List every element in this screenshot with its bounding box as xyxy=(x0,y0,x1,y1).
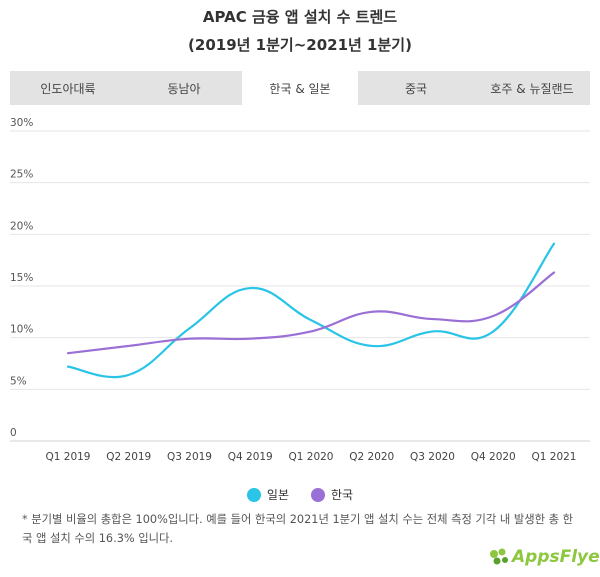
x-tick-label: Q4 2019 xyxy=(228,451,273,463)
y-tick-label: 0 xyxy=(10,427,17,439)
legend-label-japan: 일본 xyxy=(266,488,289,502)
x-tick-label: Q3 2019 xyxy=(167,451,212,463)
appsflyer-logo: AppsFlyer xyxy=(488,546,600,568)
x-tick-label: Q1 2020 xyxy=(288,451,333,463)
chart-subtitle: (2019년 1분기~2021년 1분기) xyxy=(188,36,412,54)
x-tick-label: Q1 2021 xyxy=(531,451,576,463)
y-tick-label: 25% xyxy=(10,169,33,181)
legend-item-japan[interactable]: 일본 xyxy=(246,486,289,503)
y-tick-label: 20% xyxy=(10,220,33,232)
appsflyer-logo-icon xyxy=(490,548,508,565)
y-tick-label: 5% xyxy=(10,375,27,387)
x-tick-label: Q4 2020 xyxy=(471,451,516,463)
footnote: * 분기별 비율의 총합은 100%입니다. 예를 들어 한국의 2021년 1… xyxy=(22,513,574,545)
chart-legend: 일본 한국 xyxy=(0,486,600,503)
legend-swatch-korea xyxy=(311,487,325,502)
legend-item-korea[interactable]: 한국 xyxy=(311,486,353,503)
appsflyer-logo-text: AppsFlyer xyxy=(512,547,600,567)
x-tick-label: Q1 2019 xyxy=(45,451,90,463)
x-tick-label: Q2 2020 xyxy=(349,451,394,463)
y-tick-label: 30% xyxy=(10,117,33,129)
tab-southeast-asia[interactable]: 동남아 xyxy=(167,81,201,96)
series-line-japan xyxy=(66,242,556,379)
tab-india-subcontinent[interactable]: 인도아대륙 xyxy=(40,81,96,96)
legend-label-korea: 한국 xyxy=(331,488,354,502)
series-line-korea xyxy=(66,271,556,355)
chart-title: APAC 금융 앱 설치 수 트렌드 xyxy=(202,8,398,26)
region-tabs: 인도아대륙 동남아 한국 & 일본 중국 호주 & 뉴질랜드 xyxy=(10,71,590,105)
y-tick-label: 10% xyxy=(10,324,33,336)
x-tick-label: Q3 2020 xyxy=(410,451,455,463)
tab-china[interactable]: 중국 xyxy=(404,81,428,96)
tab-australia-nz[interactable]: 호주 & 뉴질랜드 xyxy=(490,81,574,96)
y-tick-label: 15% xyxy=(10,272,33,284)
line-chart: 0 5% 10% 15% 20% 25% 30% Q1 2019 Q2 2019 Q3 2019 Q… xyxy=(10,117,590,463)
tab-korea-japan[interactable]: 한국 & 일본 xyxy=(242,71,358,105)
x-tick-label: Q2 2019 xyxy=(106,451,151,463)
legend-swatch-japan xyxy=(246,487,261,502)
